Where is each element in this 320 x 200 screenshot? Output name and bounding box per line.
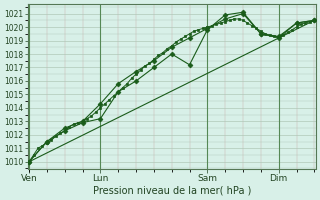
X-axis label: Pression niveau de la mer( hPa ): Pression niveau de la mer( hPa ): [92, 186, 251, 196]
